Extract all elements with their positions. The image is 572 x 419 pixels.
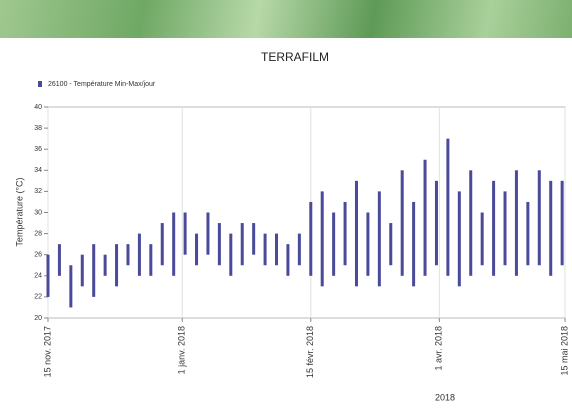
y-tick-label: 36 <box>34 146 42 153</box>
x-tick-label: 1 avr. 2018 <box>434 326 444 371</box>
bar <box>103 254 107 276</box>
bar <box>80 254 84 287</box>
bar <box>377 191 381 287</box>
y-tick-label: 26 <box>34 252 42 259</box>
legend-swatch <box>38 81 42 87</box>
bar <box>160 223 164 266</box>
chart-title: TERRAFILM <box>261 50 329 64</box>
bar <box>126 244 130 266</box>
bar <box>446 138 450 276</box>
bar <box>469 170 473 276</box>
bar <box>560 180 564 266</box>
bar <box>263 233 267 266</box>
bar <box>115 244 119 287</box>
bar <box>69 265 73 308</box>
bar <box>423 159 427 276</box>
bar <box>492 180 496 276</box>
bar <box>149 244 153 276</box>
y-tick-label: 30 <box>34 209 42 216</box>
bar <box>412 201 416 287</box>
bar <box>514 170 518 276</box>
y-tick-label: 32 <box>34 188 42 195</box>
bar <box>297 233 301 266</box>
bar <box>537 170 541 266</box>
bar <box>195 233 199 266</box>
banner-image <box>0 0 572 38</box>
y-tick-label: 38 <box>34 125 42 132</box>
bar <box>252 223 256 255</box>
bar <box>480 212 484 266</box>
bar <box>183 212 187 255</box>
bar <box>137 233 141 276</box>
y-tick-label: 28 <box>34 230 42 237</box>
bar <box>46 254 50 297</box>
bar <box>206 212 210 255</box>
x-annotation: 2018 <box>435 392 455 402</box>
bar <box>457 191 461 287</box>
y-tick-label: 40 <box>34 104 42 111</box>
legend-label: 26100 - Température Min-Max/jour <box>48 81 156 88</box>
x-tick-label: 15 févr. 2018 <box>305 326 315 378</box>
bar <box>503 191 507 266</box>
bar <box>354 180 358 287</box>
bar <box>389 223 393 266</box>
bar <box>229 233 233 276</box>
y-tick-label: 24 <box>34 273 42 280</box>
y-tick-label: 22 <box>34 294 42 301</box>
bar <box>366 212 370 276</box>
y-axis-label: Température (°C) <box>14 177 24 246</box>
x-tick-label: 15 nov. 2017 <box>42 326 52 377</box>
bar <box>92 244 96 297</box>
bar <box>217 223 221 266</box>
bar <box>332 212 336 276</box>
bar <box>57 244 61 276</box>
bar <box>549 180 553 276</box>
y-tick-label: 34 <box>34 167 42 174</box>
bar <box>286 244 290 276</box>
bar <box>526 201 530 266</box>
bar <box>434 180 438 266</box>
bar <box>275 233 279 266</box>
bar <box>172 212 176 276</box>
bar <box>309 201 313 276</box>
bar <box>343 201 347 266</box>
y-tick-label: 20 <box>34 315 42 322</box>
plot-area <box>47 106 566 319</box>
bar <box>400 170 404 276</box>
bar <box>320 191 324 287</box>
x-tick-label: 15 mai 2018 <box>559 326 569 376</box>
x-tick-label: 1 janv. 2018 <box>177 326 187 374</box>
bar <box>240 223 244 266</box>
